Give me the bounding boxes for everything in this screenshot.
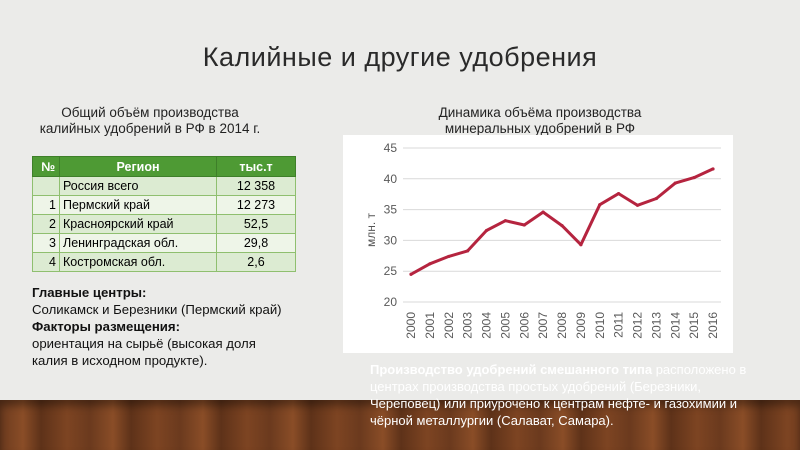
data-point (654, 196, 658, 201)
data-point (692, 175, 696, 180)
x-tick-label: 2004 (480, 312, 494, 339)
data-point (635, 203, 640, 207)
table-row: 1 Пермский край 12 273 (32, 195, 296, 215)
y-tick-label: 20 (384, 295, 398, 309)
row-region: Россия всего (59, 176, 217, 196)
data-point (522, 223, 526, 227)
x-tick-label: 2009 (574, 312, 588, 339)
data-point (447, 254, 451, 259)
x-tick-label: 2014 (668, 312, 682, 339)
y-tick-label: 35 (384, 203, 398, 217)
chart-caption: Динамика объёма производства минеральных… (438, 105, 642, 136)
y-tick-label: 40 (384, 172, 398, 186)
centers-text: Соликамск и Березники (Пермский край) (32, 302, 282, 317)
x-tick-label: 2015 (687, 312, 701, 339)
table-caption: Общий объём производства калийных удобре… (39, 105, 261, 136)
factors-text: ориентация на сырьё (высокая доля калия … (32, 336, 256, 368)
data-point (541, 210, 545, 214)
data-point (484, 228, 489, 233)
data-point (673, 181, 677, 185)
centers-heading: Главные центры: (32, 285, 147, 300)
y-tick-label: 25 (384, 264, 398, 278)
table-row: 3 Ленинградская обл. 29,8 (32, 233, 296, 253)
row-region: Пермский край (59, 195, 217, 215)
y-axis-label: млн. т (364, 212, 378, 247)
x-tick-label: 2010 (593, 312, 607, 339)
x-tick-label: 2008 (555, 312, 569, 339)
row-value: 12 358 (216, 176, 296, 196)
production-table: № Регион тыс.т Россия всего 12 358 1 Пер… (32, 156, 296, 272)
row-value: 12 273 (216, 195, 296, 215)
x-tick-label: 2006 (517, 312, 531, 339)
row-value: 52,5 (216, 214, 296, 234)
row-region: Красноярский край (59, 214, 217, 234)
data-point (466, 249, 470, 253)
row-value: 29,8 (216, 233, 296, 253)
row-num (32, 176, 60, 196)
x-tick-label: 2011 (612, 312, 626, 338)
row-num: 2 (32, 214, 60, 234)
row-num: 3 (32, 233, 60, 253)
x-tick-label: 2005 (498, 312, 512, 339)
data-point (428, 262, 432, 266)
table-header-row: № Регион тыс.т (32, 156, 296, 177)
header-region: Регион (59, 156, 217, 177)
data-point (409, 272, 413, 276)
table-row: Россия всего 12 358 (32, 176, 296, 196)
y-tick-label: 30 (384, 233, 398, 247)
mixed-fertilizer-note: Производство удобрений смешанного типа р… (370, 361, 770, 429)
data-point (598, 203, 602, 207)
mixed-note-text: расположено в центрах производства прост… (370, 362, 747, 428)
row-value: 2,6 (216, 252, 296, 272)
data-point (711, 167, 715, 171)
y-tick-label: 45 (384, 141, 398, 155)
data-point (503, 219, 507, 223)
fertilizer-line-chart: 20 25 30 35 40 45 2000 2001 2002 2003 2004 2005 200… (364, 141, 721, 339)
wooden-floor-strip (0, 400, 800, 450)
row-region: Ленинградская обл. (59, 233, 217, 253)
chart-panel: 20 25 30 35 40 45 2000 2001 2002 2003 2004 2005 200… (343, 135, 733, 353)
x-tick-label: 2003 (461, 312, 475, 339)
factors-heading: Факторы размещения: (32, 319, 180, 334)
x-tick-label: 2016 (706, 312, 720, 339)
x-tick-label: 2013 (649, 312, 663, 339)
x-tick-label: 2007 (536, 312, 550, 339)
data-point (617, 191, 621, 196)
page-title: Калийные и другие удобрения (202, 42, 598, 72)
x-tick-label: 2000 (404, 312, 418, 339)
x-tick-label: 2012 (631, 312, 645, 339)
table-row: 4 Костромская обл. 2,6 (32, 252, 296, 272)
placement-notes: Главные центры: Соликамск и Березники (П… (32, 284, 287, 369)
x-tick-label: 2002 (442, 312, 456, 339)
row-num: 4 (32, 252, 60, 272)
series-line (409, 167, 715, 276)
table-row: 2 Красноярский край 52,5 (32, 214, 296, 234)
mixed-note-heading: Производство удобрений смешанного типа (370, 362, 653, 377)
data-point (560, 224, 564, 228)
header-num: № (32, 156, 60, 177)
x-tick-label: 2001 (423, 312, 437, 339)
header-value: тыс.т (216, 156, 296, 177)
row-num: 1 (32, 195, 60, 215)
row-region: Костромская обл. (59, 252, 217, 272)
data-point (579, 243, 583, 247)
